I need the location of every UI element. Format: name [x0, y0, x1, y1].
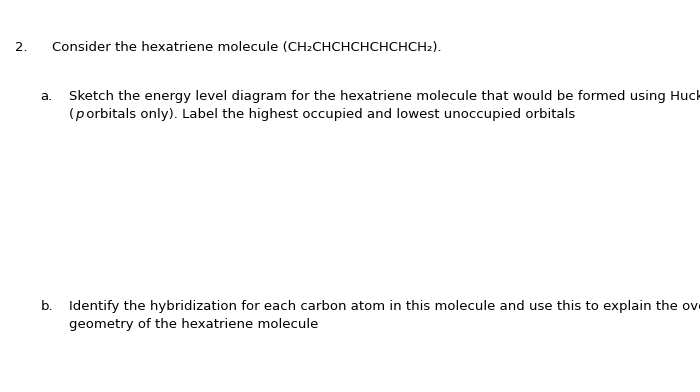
Text: Identify the hybridization for each carbon atom in this molecule and use this to: Identify the hybridization for each carb…: [69, 300, 700, 313]
Text: 2.: 2.: [15, 41, 28, 54]
Text: p: p: [76, 108, 83, 121]
Text: Consider the hexatriene molecule (CH₂CHCHCHCHCHCH₂).: Consider the hexatriene molecule (CH₂CHC…: [52, 41, 442, 54]
Text: a.: a.: [41, 90, 53, 103]
Text: geometry of the hexatriene molecule: geometry of the hexatriene molecule: [69, 318, 318, 330]
Text: b.: b.: [41, 300, 53, 313]
Text: (: (: [69, 108, 74, 121]
Text: orbitals only). Label the highest occupied and lowest unoccupied orbitals: orbitals only). Label the highest occupi…: [82, 108, 575, 121]
Text: Sketch the energy level diagram for the hexatriene molecule that would be formed: Sketch the energy level diagram for the …: [69, 90, 700, 103]
